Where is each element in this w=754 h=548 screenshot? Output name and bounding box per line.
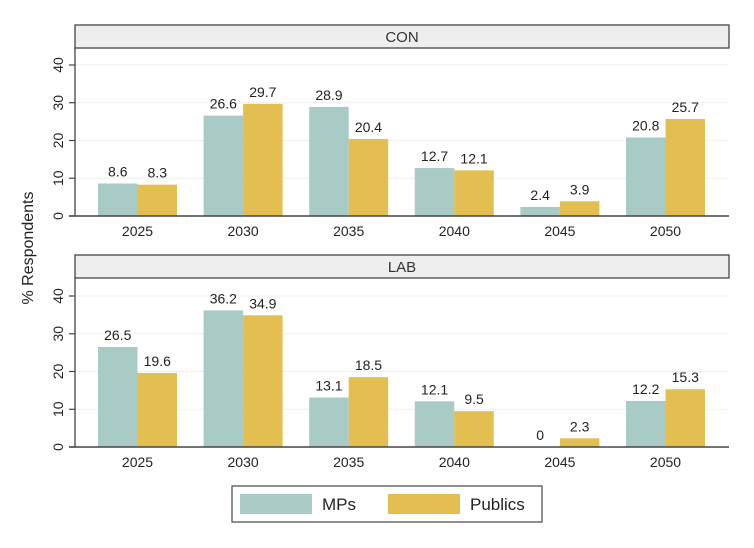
y-tick-label: 10 — [50, 401, 66, 417]
bar-publics — [137, 184, 177, 216]
bar-publics — [137, 373, 177, 447]
bar-mps — [414, 168, 455, 216]
x-tick-label: 2045 — [544, 223, 575, 239]
bar-mps — [520, 206, 560, 216]
data-label: 8.3 — [148, 165, 168, 181]
bar-publics — [665, 118, 705, 216]
facet-strip — [74, 24, 730, 49]
x-tick-label: 2030 — [228, 454, 259, 470]
x-tick-label: 2035 — [333, 454, 364, 470]
x-tick-label: 2025 — [122, 454, 153, 470]
data-label: 15.3 — [672, 369, 699, 385]
y-tick-label: 0 — [50, 443, 66, 451]
bar-mps — [626, 400, 666, 447]
legend-swatch-publics — [388, 494, 460, 514]
x-tick-label: 2025 — [122, 223, 153, 239]
data-label: 12.2 — [632, 381, 659, 397]
bar-publics — [665, 389, 705, 447]
bar-publics — [454, 411, 494, 447]
bar-publics — [348, 138, 389, 216]
bar-mps — [414, 401, 455, 447]
y-tick-label: 40 — [50, 288, 66, 304]
data-label: 20.4 — [355, 119, 382, 135]
data-label: 9.5 — [464, 391, 484, 407]
data-label: 12.1 — [460, 150, 487, 166]
bar-mps — [309, 397, 349, 447]
bar-publics — [559, 201, 600, 216]
data-label: 28.9 — [315, 87, 342, 103]
x-tick-label: 2040 — [439, 223, 470, 239]
x-tick-label: 2050 — [650, 223, 681, 239]
y-tick-label: 20 — [50, 133, 66, 149]
data-label: 3.9 — [570, 181, 590, 197]
y-tick-label: 0 — [50, 212, 66, 220]
data-label: 13.1 — [315, 378, 342, 394]
data-label: 34.9 — [249, 295, 276, 311]
bar-publics — [559, 438, 600, 447]
legend: MPs Publics — [231, 485, 543, 523]
bar-mps — [203, 115, 244, 216]
x-tick-label: 2045 — [544, 454, 575, 470]
data-label: 19.6 — [144, 353, 171, 369]
y-tick-label: 40 — [50, 57, 66, 73]
data-label: 2.4 — [530, 187, 550, 203]
y-axis-title: % Respondents — [20, 192, 37, 305]
bar-mps — [98, 346, 138, 447]
data-label: 2.3 — [570, 418, 590, 434]
legend-label-publics: Publics — [470, 495, 525, 514]
bar-publics — [243, 315, 283, 447]
x-tick-label: 2040 — [439, 454, 470, 470]
y-tick-label: 10 — [50, 170, 66, 186]
data-label: 25.7 — [672, 99, 699, 115]
x-tick-label: 2035 — [333, 223, 364, 239]
legend-swatch-mps — [240, 494, 312, 514]
y-tick-label: 30 — [50, 326, 66, 342]
x-tick-label: 2050 — [650, 454, 681, 470]
y-tick-label: 20 — [50, 364, 66, 380]
data-label: 8.6 — [108, 164, 128, 180]
data-label: 26.5 — [104, 327, 131, 343]
bar-publics — [348, 377, 389, 447]
data-label: 29.7 — [249, 84, 276, 100]
data-label: 20.8 — [632, 117, 659, 133]
legend-label-mps: MPs — [322, 495, 356, 514]
data-label: 0 — [536, 427, 544, 443]
facet-strip — [74, 254, 730, 279]
y-tick-label: 30 — [50, 95, 66, 111]
data-label: 18.5 — [355, 357, 382, 373]
bar-publics — [454, 170, 494, 216]
bar-mps — [203, 310, 244, 447]
bar-mps — [626, 137, 666, 216]
x-tick-label: 2030 — [228, 223, 259, 239]
data-label: 26.6 — [210, 96, 237, 112]
facet-strip-label: LAB — [388, 259, 416, 276]
data-label: 12.1 — [421, 381, 448, 397]
facet-strip-label: CON — [385, 29, 418, 46]
bar-mps — [98, 183, 138, 216]
data-label: 12.7 — [421, 148, 448, 164]
data-label: 36.2 — [210, 290, 237, 306]
bar-publics — [243, 103, 283, 216]
bar-mps — [309, 106, 349, 216]
